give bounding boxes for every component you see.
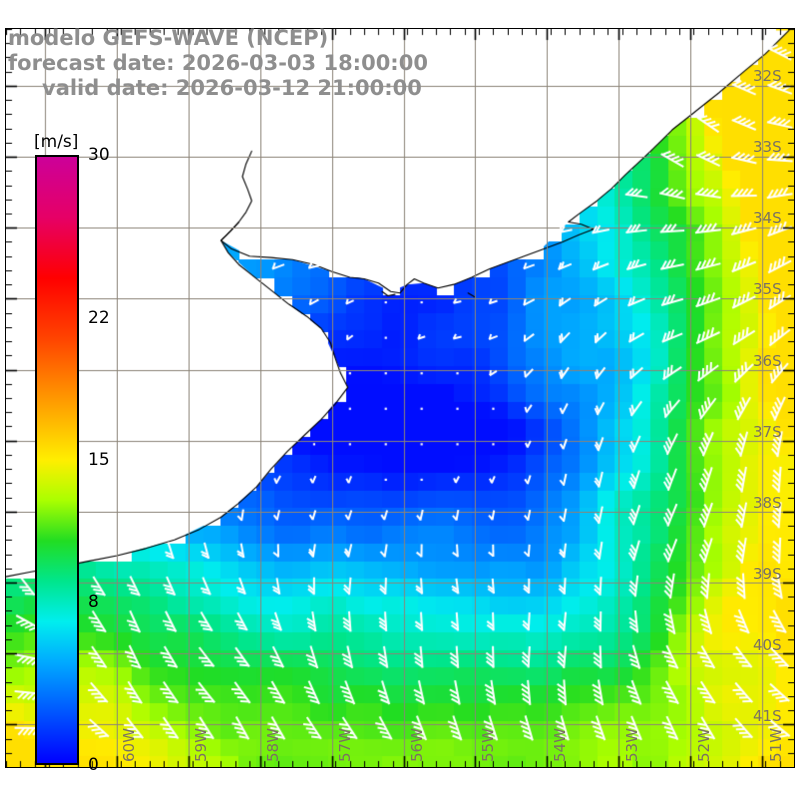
map-plot-area[interactable] [5, 28, 795, 768]
colorbar-tick-0: 0 [88, 755, 99, 775]
wind-field-canvas[interactable] [6, 29, 794, 767]
colorbar-tick-22: 22 [88, 307, 110, 328]
colorbar-tick-15: 15 [88, 450, 110, 470]
wind-speed-colorbar [35, 155, 79, 765]
colorbar-tick-8: 8 [88, 592, 99, 613]
colorbar-tick-30: 30 [88, 145, 110, 165]
colorbar-units-label: [m/s] [34, 132, 79, 152]
